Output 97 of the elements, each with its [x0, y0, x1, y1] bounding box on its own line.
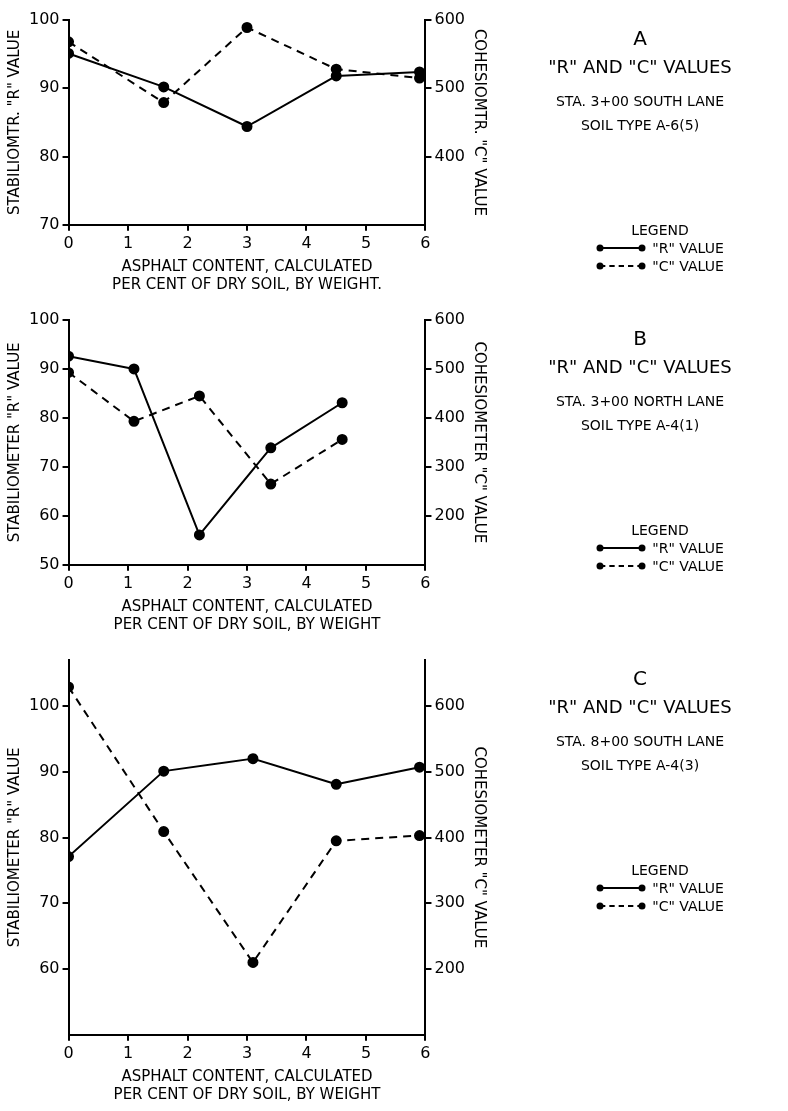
text: C [633, 666, 647, 691]
legend-label: "C" VALUE [652, 258, 724, 274]
y2-axis-title: COHESIOMTR. "C" VALUE [471, 28, 490, 216]
y2-tick-label: 300 [434, 892, 466, 912]
text: STA. 3+00 NORTH LANE [555, 392, 725, 409]
y-tick-label: 80 [39, 145, 60, 165]
x-axis-title: ASPHALT CONTENT, CALCULATED PER CENT OF DRY SOIL, BY WEIGHT. [112, 256, 382, 293]
text: STA. 3+00 SOUTH LANE [555, 92, 725, 109]
y-tick-label: 60 [39, 505, 60, 524]
y2-axis-title: COHESIOMETER "C" VALUE [471, 341, 490, 544]
x-tick-label: 1 [122, 232, 134, 252]
x-axis-title: ASPHALT CONTENT, CALCULATED PER CENT OF DRY SOIL, BY WEIGHT [113, 596, 382, 633]
text: "R" AND "C" VALUES [548, 695, 732, 717]
point [247, 753, 259, 765]
y-tick-label: 100 [28, 695, 60, 715]
legend-title: LEGEND [630, 222, 690, 238]
x-tick-label: 4 [301, 232, 312, 252]
x-tick-label: 4 [301, 572, 312, 592]
y-tick-label: 70 [39, 456, 60, 476]
y-axis-title: STABILIOMETER "R" VALUE [4, 747, 23, 948]
legend-label: "R" VALUE [652, 880, 724, 896]
y-tick-label: 80 [39, 826, 60, 846]
y-axis-title: STABILIOMTR. "R" VALUE [4, 29, 23, 216]
point [336, 397, 348, 409]
point [330, 835, 342, 847]
x-tick-label: 1 [122, 572, 134, 592]
point [128, 363, 140, 375]
y2-tick-label: 400 [434, 145, 466, 165]
x-tick-label: 2 [182, 572, 193, 592]
y2-tick-label: 600 [434, 695, 466, 715]
text: "R" AND "C" VALUES [548, 355, 732, 377]
y2-tick-label: 600 [434, 9, 466, 29]
y-tick-label: 90 [39, 358, 60, 378]
x-tick-label: 2 [182, 232, 193, 252]
point [193, 529, 205, 541]
text: SOIL TYPE A-6(5) [580, 116, 700, 133]
x-tick-label: 6 [420, 572, 431, 592]
point [330, 778, 342, 790]
point [241, 121, 253, 132]
point [241, 22, 253, 34]
y2-axis-title: COHESIOMETER "C" VALUE [471, 746, 490, 949]
x-tick-label: 3 [241, 232, 253, 252]
y2-tick-label: 600 [434, 309, 466, 329]
legend-label: "R" VALUE [652, 240, 724, 256]
legend-label: "C" VALUE [652, 558, 724, 574]
x-tick-label: 5 [360, 232, 372, 252]
x-tick-label: 2 [182, 1042, 193, 1062]
x-tick-label: 3 [241, 572, 253, 592]
y-tick-label: 100 [28, 9, 60, 29]
point [247, 956, 259, 968]
y-tick-label: 70 [39, 892, 60, 912]
point [128, 415, 140, 427]
x-tick-label: 0 [63, 572, 74, 592]
legend-title: LEGEND [630, 522, 690, 538]
y-axis-title: STABILIOMETER "R" VALUE [4, 342, 23, 543]
y-tick-label: 100 [28, 309, 60, 329]
y2-tick-label: 500 [434, 358, 466, 378]
y2-tick-label: 500 [434, 77, 466, 97]
y-tick-label: 50 [39, 553, 60, 573]
text: STA. 8+00 SOUTH LANE [555, 732, 725, 749]
legend-title: LEGEND [630, 862, 690, 878]
y2-tick-label: 200 [434, 505, 466, 524]
point [158, 97, 170, 109]
text: "R" AND "C" VALUES [548, 55, 732, 77]
text: SOIL TYPE A-4(3) [580, 756, 700, 773]
x-tick-label: 6 [420, 232, 431, 252]
legend-label: "R" VALUE [652, 540, 724, 556]
point [158, 81, 170, 93]
y-tick-label: 90 [39, 77, 60, 97]
x-tick-label: 6 [420, 1042, 431, 1062]
x-tick-label: 0 [63, 232, 74, 252]
y-tick-label: 70 [39, 213, 60, 233]
point [265, 442, 277, 454]
y-tick-label: 90 [39, 760, 60, 780]
y2-tick-label: 400 [434, 826, 466, 846]
y2-tick-label: 500 [434, 760, 466, 780]
x-tick-label: 3 [241, 1042, 253, 1062]
point [265, 478, 277, 490]
x-axis-title: ASPHALT CONTENT, CALCULATED PER CENT OF DRY SOIL, BY WEIGHT [113, 1066, 382, 1103]
y2-tick-label: 300 [434, 456, 466, 476]
text: B [633, 326, 647, 351]
text: A [633, 26, 648, 51]
point [193, 390, 205, 402]
x-tick-label: 5 [360, 572, 372, 592]
x-tick-label: 5 [360, 1042, 372, 1062]
x-tick-label: 4 [301, 1042, 312, 1062]
x-tick-label: 0 [63, 1042, 74, 1062]
y2-tick-label: 400 [434, 407, 466, 427]
point [336, 433, 348, 445]
legend-label: "C" VALUE [652, 898, 724, 914]
text: SOIL TYPE A-4(1) [580, 416, 700, 433]
y2-tick-label: 200 [434, 958, 466, 978]
x-tick-label: 1 [122, 1042, 134, 1062]
point [158, 765, 170, 777]
y-tick-label: 80 [39, 407, 60, 427]
y-tick-label: 60 [39, 958, 60, 978]
point [158, 826, 170, 838]
